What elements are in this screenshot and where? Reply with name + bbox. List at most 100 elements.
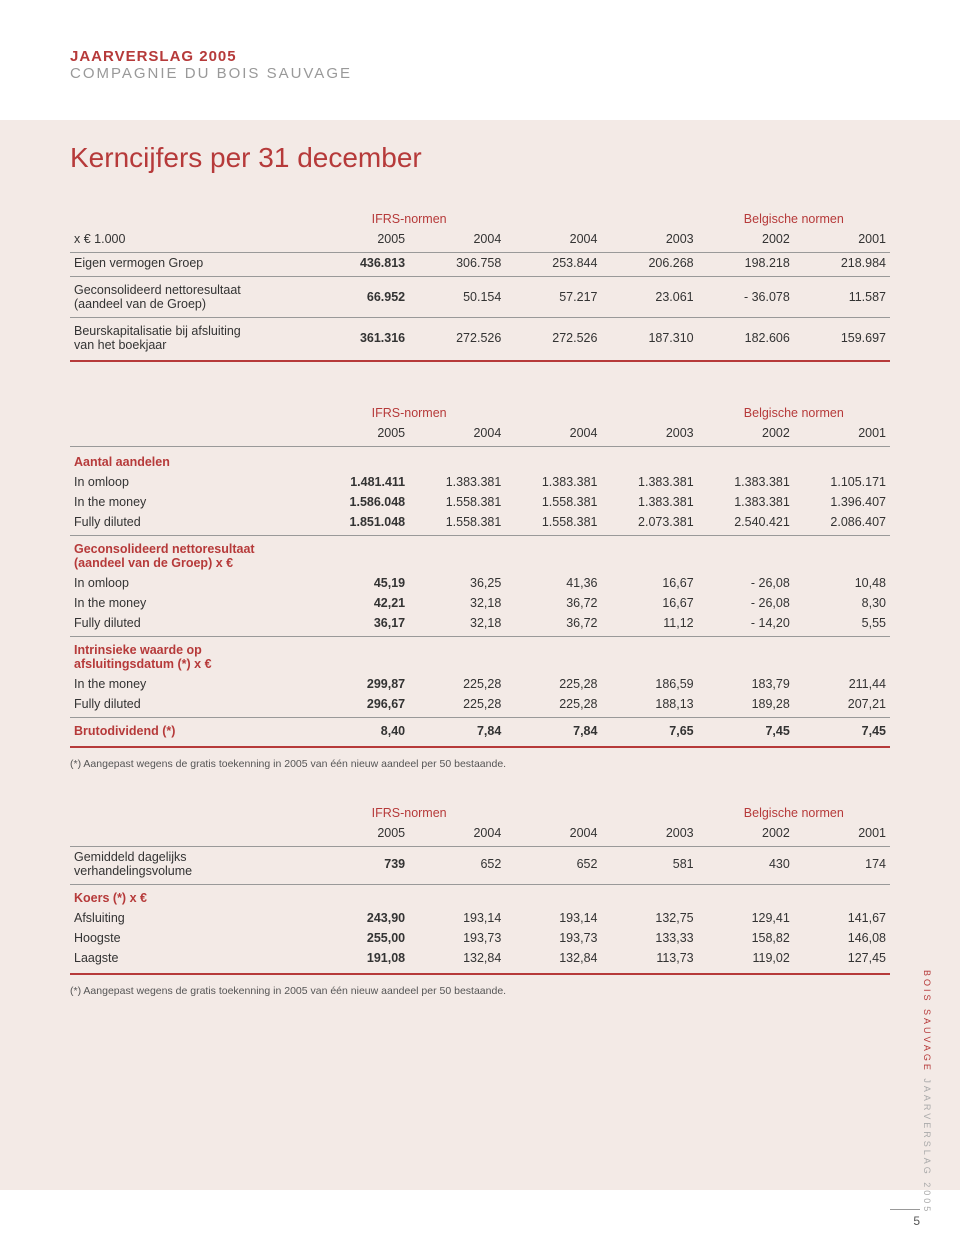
table-cell: 7,84 xyxy=(505,718,601,748)
table-cell: 272.526 xyxy=(409,318,505,362)
table-cell: 255,00 xyxy=(313,928,409,948)
table-cell: 191,08 xyxy=(313,948,409,974)
row-label: Fully diluted xyxy=(70,512,313,536)
row-label: Fully diluted xyxy=(70,694,313,718)
table-cell: 1.558.381 xyxy=(505,512,601,536)
table-row: Brutodividend (*)8,407,847,847,657,457,4… xyxy=(70,718,890,748)
table-cell: - 14,20 xyxy=(698,613,794,637)
table-cell: 652 xyxy=(409,847,505,885)
table-cell: 186,59 xyxy=(601,674,697,694)
table-cell: 206.268 xyxy=(601,253,697,277)
table-cell: 36,72 xyxy=(505,613,601,637)
table-row: In the money42,2132,1836,7216,67- 26,088… xyxy=(70,593,890,613)
row-label: In omloop xyxy=(70,573,313,593)
table-cell: 2.073.381 xyxy=(601,512,697,536)
section-header: Geconsolideerd nettoresultaat(aandeel va… xyxy=(70,536,890,574)
table-cell: 132,75 xyxy=(601,908,697,928)
table-cell: 1.383.381 xyxy=(409,472,505,492)
col-group-ifrs: IFRS-normen xyxy=(313,204,505,229)
table-cell: 581 xyxy=(601,847,697,885)
report-title-line1: JAARVERSLAG 2005 xyxy=(70,48,890,65)
table-cell: 11.587 xyxy=(794,277,890,318)
table-cell: 207,21 xyxy=(794,694,890,718)
page-number: 5 xyxy=(890,1209,920,1228)
table-cell: 8,30 xyxy=(794,593,890,613)
table-cell: 187.310 xyxy=(601,318,697,362)
page-title: Kerncijfers per 31 december xyxy=(70,142,890,174)
table-cell: 299,87 xyxy=(313,674,409,694)
row-label: In the money xyxy=(70,593,313,613)
table-cell: 66.952 xyxy=(313,277,409,318)
table-cell: 1.558.381 xyxy=(409,492,505,512)
table-row: Fully diluted1.851.0481.558.3811.558.381… xyxy=(70,512,890,536)
table-cell: 193,14 xyxy=(505,908,601,928)
row-label: Gemiddeld dagelijksverhandelingsvolume xyxy=(70,847,313,885)
table-cell: 146,08 xyxy=(794,928,890,948)
table-cell: 45,19 xyxy=(313,573,409,593)
table-cell: 361.316 xyxy=(313,318,409,362)
table-cell: 2.540.421 xyxy=(698,512,794,536)
table-cell: 430 xyxy=(698,847,794,885)
row-label: In the money xyxy=(70,674,313,694)
table-cell: 8,40 xyxy=(313,718,409,748)
table-cell: 133,33 xyxy=(601,928,697,948)
table-cell: 7,45 xyxy=(794,718,890,748)
table-cell: 1.383.381 xyxy=(601,472,697,492)
table-cell: 7,65 xyxy=(601,718,697,748)
table-cell: 1.558.381 xyxy=(505,492,601,512)
table-cell: 253.844 xyxy=(505,253,601,277)
report-title: JAARVERSLAG 2005 COMPAGNIE DU BOIS SAUVA… xyxy=(70,48,890,82)
table-cell: 1.383.381 xyxy=(505,472,601,492)
table-cell: 198.218 xyxy=(698,253,794,277)
table-kerncijfers-1: IFRS-normen Belgische normen x € 1.000 2… xyxy=(70,204,890,362)
table-kerncijfers-3: IFRS-normen Belgische normen 2005 2004 2… xyxy=(70,798,890,975)
table-cell: 211,44 xyxy=(794,674,890,694)
row-label: Afsluiting xyxy=(70,908,313,928)
table-cell: 57.217 xyxy=(505,277,601,318)
table-cell: 1.481.411 xyxy=(313,472,409,492)
footnote-2: (*) Aangepast wegens de gratis toekennin… xyxy=(70,985,890,997)
table-cell: 132,84 xyxy=(409,948,505,974)
table-row: Fully diluted296,67225,28225,28188,13189… xyxy=(70,694,890,718)
table-row: Laagste191,08132,84132,84113,73119,02127… xyxy=(70,948,890,974)
unit-label: x € 1.000 xyxy=(70,229,313,253)
table-cell: 141,67 xyxy=(794,908,890,928)
table-cell: 132,84 xyxy=(505,948,601,974)
table-cell: 436.813 xyxy=(313,253,409,277)
table-cell: 225,28 xyxy=(505,694,601,718)
table-cell: 652 xyxy=(505,847,601,885)
row-label: In omloop xyxy=(70,472,313,492)
table-cell: 188,13 xyxy=(601,694,697,718)
table-cell: 42,21 xyxy=(313,593,409,613)
table-row: In the money1.586.0481.558.3811.558.3811… xyxy=(70,492,890,512)
table-cell: 1.383.381 xyxy=(698,492,794,512)
table-cell: 189,28 xyxy=(698,694,794,718)
table-cell: 225,28 xyxy=(409,694,505,718)
table-cell: 1.851.048 xyxy=(313,512,409,536)
table-cell: 113,73 xyxy=(601,948,697,974)
table-row: Beurskapitalisatie bij afsluitingvan het… xyxy=(70,318,890,362)
table-cell: 11,12 xyxy=(601,613,697,637)
table-cell: - 26,08 xyxy=(698,593,794,613)
table-row: Afsluiting243,90193,14193,14132,75129,41… xyxy=(70,908,890,928)
row-label: Eigen vermogen Groep xyxy=(70,253,313,277)
section-header: Aantal aandelen xyxy=(70,447,890,473)
table-cell: 193,14 xyxy=(409,908,505,928)
table-cell: 23.061 xyxy=(601,277,697,318)
table-cell: 1.586.048 xyxy=(313,492,409,512)
table-cell: 32,18 xyxy=(409,593,505,613)
table-cell: - 26,08 xyxy=(698,573,794,593)
table-cell: 36,72 xyxy=(505,593,601,613)
table-cell: 1.383.381 xyxy=(698,472,794,492)
table-cell: 119,02 xyxy=(698,948,794,974)
row-label: Geconsolideerd nettoresultaat(aandeel va… xyxy=(70,277,313,318)
table-cell: 225,28 xyxy=(409,674,505,694)
row-label: Hoogste xyxy=(70,928,313,948)
side-caption: BOIS SAUVAGE JAARVERSLAG 2005 xyxy=(922,970,932,1214)
table-cell: 5,55 xyxy=(794,613,890,637)
table-cell: 225,28 xyxy=(505,674,601,694)
table-cell: 1.383.381 xyxy=(601,492,697,512)
row-label: Beurskapitalisatie bij afsluitingvan het… xyxy=(70,318,313,362)
table-cell: 272.526 xyxy=(505,318,601,362)
table-cell: 127,45 xyxy=(794,948,890,974)
